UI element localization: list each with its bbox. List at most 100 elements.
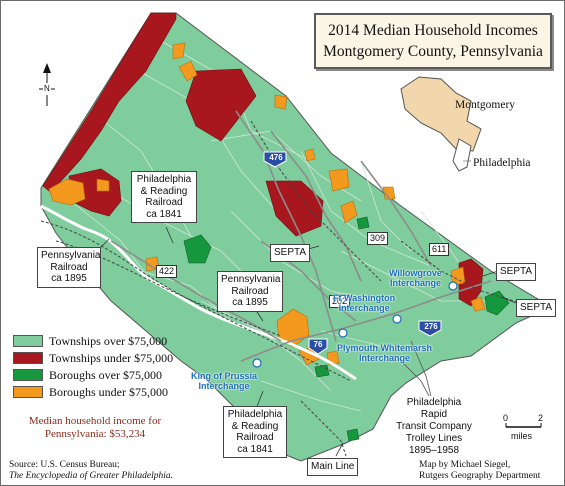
railroad-phila-reading-2: Philadelphia & Reading Railroad ca 1841: [223, 406, 287, 458]
interchange-ftwashington-line2: Interchange: [338, 303, 390, 313]
leader-septa-2: [482, 270, 499, 277]
borough-ambler: [356, 216, 370, 230]
source-note: Source: U.S. Census Bureau; The Encyclop…: [9, 460, 173, 482]
borough-narberth: [346, 428, 360, 442]
inset-montgomery-shape: [400, 76, 482, 152]
north-arrow-head: [43, 63, 51, 73]
legend-boroughs-under: Boroughs under $75,000: [13, 385, 213, 400]
railroad-penn-2-line1: Pennsylvania: [221, 274, 281, 285]
county-outline: [40, 12, 553, 462]
leader-septa-3: [500, 296, 517, 304]
route-202-label: 202: [329, 295, 351, 308]
r422-road: [110, 240, 282, 342]
map-title-line1: 2014 Median Household Incomes: [328, 22, 538, 39]
borough-hatfield: [304, 148, 316, 162]
railroad-phila-reading-1-line4: ca 1841: [146, 208, 182, 220]
median-income-line1: Median household income for: [28, 415, 162, 427]
borough-souderton: [274, 94, 288, 110]
i76-label: 76: [313, 340, 323, 349]
railroad-penn-1: Pennsylvania Railroad ca 1895: [37, 247, 101, 288]
boroughs-over: [183, 216, 510, 442]
borough-green-lane: [178, 60, 198, 82]
credit-line2: Rutgers Geography Department: [419, 471, 541, 481]
legend-label-townships-under: Townships under $75,000: [49, 351, 174, 365]
septa-label-3: SEPTA: [516, 299, 557, 317]
scale-unit: miles: [511, 431, 533, 441]
scale-two: 2: [538, 413, 544, 423]
source-line1: Source: U.S. Census Bureau;: [9, 460, 120, 470]
railroad-penn-2: Pennsylvania Railroad ca 1895: [217, 271, 283, 312]
r309-road: [270, 130, 362, 282]
trolley-line-2: [395, 355, 430, 397]
railroad-phila-reading-2-line3: Railroad: [236, 432, 274, 443]
credit-line1: Map by Michael Siegel,: [419, 460, 511, 470]
railroad-phila-reading-2-line4: ca 1841: [237, 443, 273, 455]
legend-swatch-boroughs-under: [13, 386, 43, 398]
trolley-lines: [395, 340, 432, 397]
route-309-label: 309: [367, 232, 389, 245]
township-northeast: [185, 68, 257, 142]
railroad-penn-1-line2: Railroad: [50, 261, 88, 273]
trolley-line-1: [410, 340, 432, 397]
main-line-label: Main Line: [307, 458, 359, 476]
legend-label-boroughs-under: Boroughs under $75,000: [49, 385, 168, 399]
township-cheltenham: [458, 258, 484, 307]
route-611-label: 611: [429, 243, 450, 256]
legend-swatch-boroughs-over: [13, 369, 43, 381]
trolley-label: Philadelphia Rapid Transit Company Troll…: [393, 397, 475, 457]
trolley-label-line1: Philadelphia Rapid: [406, 397, 462, 420]
interchange-willowgrove-symbol: [448, 281, 458, 291]
boroughs-under: [48, 42, 486, 366]
interchange-plymouth-symbol: [338, 328, 348, 338]
leader-main-line: [335, 442, 344, 457]
railroad-phila-reading-2-line1: Philadelphia: [227, 409, 283, 420]
interchange-kingofprussia: King of Prussia Interchange: [191, 371, 257, 391]
leader-phila-reading-1: [165, 226, 174, 244]
septa-label-1: SEPTA: [270, 244, 311, 262]
schuylkill-river: [40, 204, 357, 381]
borough-bryn-athyn: [484, 290, 510, 316]
i276-road: [240, 280, 492, 362]
i476-shield: [263, 151, 287, 168]
railroad-phila-reading-1-line3: Railroad: [145, 197, 183, 208]
inset-montgomery-label: Montgomery: [455, 99, 516, 111]
i276-shield: [418, 320, 442, 337]
scale-zero: 0: [503, 413, 509, 423]
source-line2: The Encyclopedia of Greater Philadelphia…: [9, 471, 174, 481]
railroad-phila-reading-1: Philadelphia & Reading Railroad ca 1841: [131, 171, 197, 223]
railroad-penn-1-line1: Pennsylvania: [41, 250, 101, 261]
inset-philadelphia-label: Philadelphia: [473, 157, 531, 169]
i76-shield: [308, 338, 328, 355]
scale-bar: [505, 423, 542, 428]
map-title: 2014 Median Household Incomes Montgomery…: [314, 13, 552, 69]
legend-label-townships-over: Townships over $75,000: [49, 334, 168, 348]
borough-hatboro: [382, 186, 396, 200]
interchange-willowgrove-line1: Willowgrove: [389, 268, 442, 278]
interstate-shields: [263, 151, 442, 355]
median-income-line2: Pennsylvania: $53,234: [44, 428, 146, 440]
borough-north-wales: [340, 200, 358, 224]
i476-road: [235, 110, 337, 342]
r611-road: [360, 160, 432, 267]
interchange-plymouth-line2: Interchange: [359, 353, 411, 363]
trolley-label-line4: 1895–1958: [408, 445, 460, 456]
legend-swatch-townships-over: [13, 335, 43, 347]
trolley-label-line2: Transit Company: [396, 421, 472, 432]
borough-pottstown: [48, 178, 86, 206]
legend-boroughs-over: Boroughs over $75,000: [13, 368, 213, 383]
inset-map: [400, 76, 482, 172]
median-income-note: Median household income for Pennsylvania…: [15, 415, 175, 441]
township-upper-hanover: [42, 12, 177, 192]
interchange-plymouth: Plymouth Whitemarsh Interchange: [337, 343, 432, 363]
septa-label-2: SEPTA: [496, 263, 537, 281]
railroad-penn-2-line3: ca 1895: [232, 297, 268, 308]
interchange-symbols: [252, 281, 458, 368]
borough-pennsburg: [172, 42, 186, 60]
interchange-willowgrove: Willowgrove Interchange: [389, 268, 442, 288]
railroad-penn-1-line3: ca 1895: [51, 273, 87, 284]
map-title-line2: Montgomery County, Pennsylvania: [323, 43, 543, 60]
interchange-ftwashington-symbol: [392, 314, 402, 324]
credit-note: Map by Michael Siegel, Rutgers Geography…: [419, 460, 540, 482]
